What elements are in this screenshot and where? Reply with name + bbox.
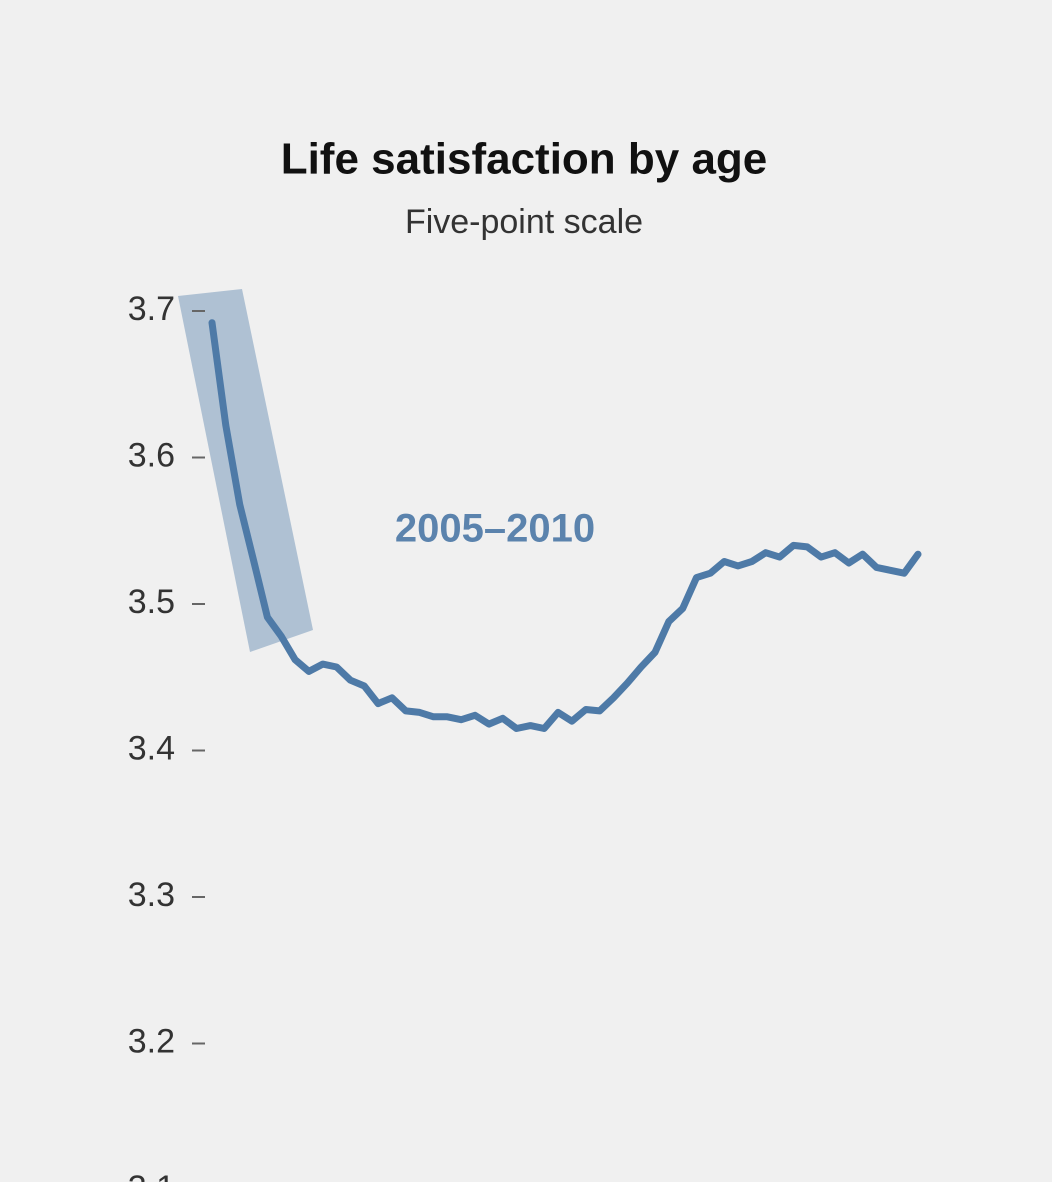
y-tick-label: 3.5 bbox=[128, 583, 175, 621]
y-tick-label: 3.6 bbox=[128, 436, 175, 474]
highlight-band bbox=[178, 289, 313, 652]
chart-subtitle: Five-point scale bbox=[405, 203, 643, 241]
series-annotation: 2005–2010 bbox=[395, 507, 595, 551]
y-tick-label: 3.7 bbox=[128, 290, 175, 328]
y-tick-label: 3.2 bbox=[128, 1022, 175, 1060]
y-tick-label: 3.4 bbox=[128, 729, 175, 767]
chart-title: Life satisfaction by age bbox=[281, 135, 768, 184]
y-tick-label: 3.1 bbox=[128, 1169, 175, 1182]
data-line bbox=[208, 319, 922, 732]
y-tick-label: 3.3 bbox=[128, 876, 175, 914]
